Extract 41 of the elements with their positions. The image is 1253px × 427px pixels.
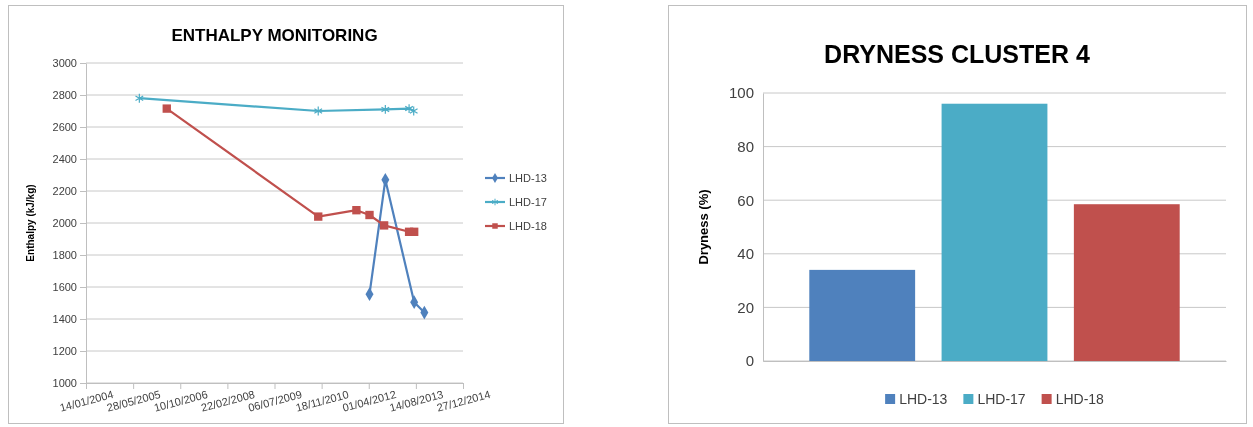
y-axis-title: Dryness (%): [696, 189, 711, 265]
legend-label: LHD-18: [1055, 390, 1105, 407]
point: [134, 93, 144, 104]
chart-title: DRYNESS CLUSTER 4: [824, 40, 1090, 68]
y-tick-label: 2800: [52, 89, 77, 102]
y-tick-label: 60: [737, 191, 754, 209]
y-tick-label: 1600: [52, 281, 77, 294]
legend-label: LHD-18: [509, 219, 547, 232]
y-tick-label: 20: [737, 298, 754, 316]
y-tick-label: 2400: [52, 153, 77, 166]
point: [379, 221, 389, 230]
y-tick-label: 1800: [52, 249, 77, 262]
y-tick-label: 1200: [52, 345, 77, 358]
legend-label: LHD-13: [899, 390, 948, 407]
y-tick-label: 0: [745, 352, 754, 370]
y-tick-label: 2000: [52, 217, 77, 230]
y-tick-label: 80: [737, 137, 754, 155]
y-axis-title: Enthalpy (kJ/kg): [25, 184, 36, 262]
point: [352, 206, 361, 215]
chart-title: ENTHALPY MONITORING: [171, 26, 378, 45]
point: [410, 227, 419, 236]
bar: [809, 269, 916, 361]
y-tick-label: 2200: [52, 185, 77, 198]
legend-label: LHD-17: [977, 390, 1026, 407]
y-tick-label: 1000: [52, 377, 77, 390]
y-tick-label: 100: [728, 84, 754, 102]
bar: [941, 103, 1048, 361]
point: [380, 104, 390, 115]
point: [162, 104, 171, 113]
point: [409, 105, 419, 117]
legend-label: LHD-13: [509, 171, 547, 184]
point: [365, 210, 374, 220]
point: [313, 105, 323, 117]
y-tick-label: 1400: [52, 313, 77, 326]
y-tick-label: 2600: [52, 121, 77, 134]
y-tick-label: 40: [737, 245, 754, 263]
legend-label: LHD-17: [509, 195, 547, 208]
y-tick-label: 3000: [52, 57, 77, 70]
point: [314, 212, 323, 221]
bar: [1073, 204, 1180, 361]
point: [404, 103, 414, 114]
